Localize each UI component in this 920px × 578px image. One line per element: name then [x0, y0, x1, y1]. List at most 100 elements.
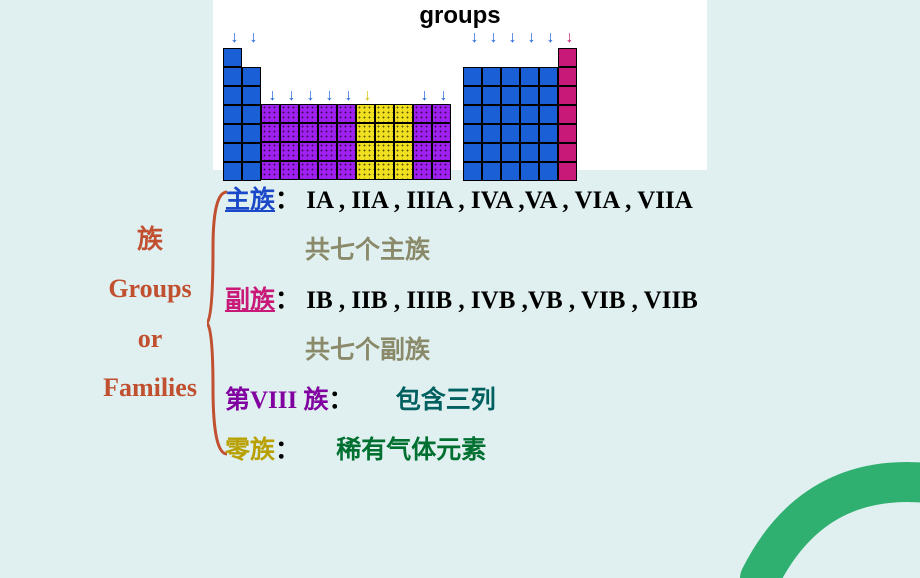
zero-group-desc: 稀有气体元素: [336, 437, 486, 464]
colon: ：: [329, 387, 354, 414]
group-viii-desc: 包含三列: [396, 387, 496, 414]
sub-group-note-line: 共七个副族: [225, 330, 885, 366]
periodic-cell: [520, 124, 539, 143]
left-label-line: Groups: [95, 264, 205, 313]
periodic-cell: [413, 142, 432, 161]
periodic-cell: [463, 162, 482, 181]
periodic-cell: [299, 142, 318, 161]
periodic-cell: [520, 67, 539, 86]
group-arrow-icon: ↓: [358, 88, 377, 104]
periodic-cell: [261, 104, 280, 123]
group-arrow-icon: ↓: [541, 30, 560, 46]
periodic-cell: [337, 123, 356, 142]
main-group-line: 主族： IA , IIA , IIIA , IVA ,VA , VIA , VI…: [225, 180, 885, 216]
periodic-cell: [539, 162, 558, 181]
periodic-cell: [261, 142, 280, 161]
periodic-cell: [356, 104, 375, 123]
periodic-cell: [539, 143, 558, 162]
group-arrow-icon: ↓: [263, 88, 282, 104]
periodic-cell: [375, 104, 394, 123]
periodic-cell: [223, 67, 242, 86]
periodic-cell: [558, 124, 577, 143]
periodic-cell: [482, 86, 501, 105]
group-arrow-icon: ↓: [560, 30, 579, 46]
group-arrow-icon: ↓: [225, 30, 244, 46]
group-arrow-icon: ↓: [415, 88, 434, 104]
colon: ：: [275, 187, 300, 214]
periodic-cell: [482, 105, 501, 124]
colon: ：: [275, 437, 300, 464]
periodic-cell: [280, 142, 299, 161]
left-label-line: or: [95, 314, 205, 363]
periodic-cell: [463, 124, 482, 143]
periodic-cell: [539, 124, 558, 143]
periodic-cell: [299, 104, 318, 123]
periodic-cell: [482, 162, 501, 181]
periodic-grid: ↓↓↓↓↓↓↓↓↓↓↓↓↓↓↓↓: [223, 30, 697, 165]
periodic-cell: [223, 48, 242, 67]
sub-group-values: IB , IIB , IIIB , IVB ,VB , VIB , VIIB: [306, 287, 698, 314]
periodic-cell: [394, 123, 413, 142]
periodic-cell: [520, 162, 539, 181]
periodic-cell: [413, 161, 432, 180]
periodic-cell: [482, 143, 501, 162]
periodic-cell: [375, 161, 394, 180]
periodic-cell: [280, 104, 299, 123]
periodic-cell: [394, 142, 413, 161]
periodic-cell: [318, 161, 337, 180]
periodic-cell: [337, 142, 356, 161]
periodic-cell: [558, 162, 577, 181]
periodic-cell: [432, 104, 451, 123]
periodic-cell: [242, 67, 261, 86]
periodic-cell: [463, 105, 482, 124]
periodic-cell: [394, 104, 413, 123]
periodic-cell: [558, 143, 577, 162]
periodic-cell: [223, 124, 242, 143]
periodic-cell: [223, 105, 242, 124]
periodic-cell: [482, 67, 501, 86]
periodic-cell: [223, 143, 242, 162]
zero-group-label: 零族: [225, 437, 275, 464]
group-viii-label: 第VIII 族: [225, 387, 329, 414]
periodic-cell: [463, 67, 482, 86]
periodic-cell: [413, 104, 432, 123]
periodic-cell: [223, 162, 242, 181]
periodic-cell: [558, 86, 577, 105]
periodic-table-groups: groups ↓↓↓↓↓↓↓↓↓↓↓↓↓↓↓↓: [213, 0, 707, 170]
periodic-cell: [539, 86, 558, 105]
periodic-cell: [356, 161, 375, 180]
periodic-cell: [539, 67, 558, 86]
periodic-cell: [242, 86, 261, 105]
group-arrow-icon: ↓: [339, 88, 358, 104]
periodic-cell: [501, 86, 520, 105]
periodic-cell: [299, 161, 318, 180]
periodic-cell: [242, 143, 261, 162]
periodic-cell: [375, 142, 394, 161]
periodic-cell: [394, 161, 413, 180]
periodic-cell: [539, 105, 558, 124]
periodic-cell: [463, 86, 482, 105]
periodic-cell: [432, 161, 451, 180]
periodic-cell: [318, 104, 337, 123]
sub-group-note: 共七个副族: [305, 337, 430, 364]
periodic-cell: [520, 105, 539, 124]
periodic-cell: [520, 86, 539, 105]
periodic-cell: [520, 143, 539, 162]
periodic-cell: [261, 161, 280, 180]
periodic-cell: [242, 124, 261, 143]
periodic-cell: [337, 104, 356, 123]
periodic-cell: [375, 123, 394, 142]
periodic-cell: [413, 123, 432, 142]
group-arrow-icon: ↓: [282, 88, 301, 104]
periodic-cell: [501, 162, 520, 181]
group-arrow-icon: ↓: [244, 30, 263, 46]
group-arrow-icon: ↓: [522, 30, 541, 46]
main-group-note: 共七个主族: [305, 237, 430, 264]
periodic-cell: [337, 161, 356, 180]
periodic-cell: [299, 123, 318, 142]
periodic-cell: [223, 86, 242, 105]
group-arrow-icon: ↓: [503, 30, 522, 46]
periodic-cell: [501, 124, 520, 143]
main-group-note-line: 共七个主族: [225, 230, 885, 266]
left-label-line: 族: [95, 215, 205, 264]
